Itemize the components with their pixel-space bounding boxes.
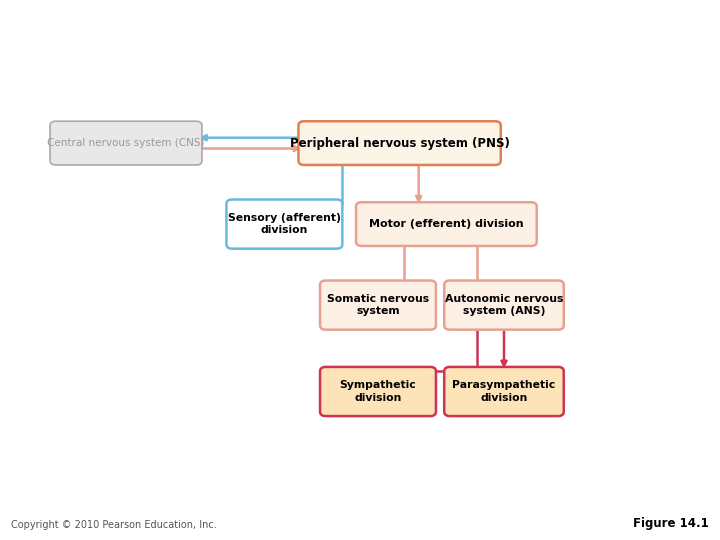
Text: Parasympathetic
division: Parasympathetic division	[452, 380, 556, 403]
Text: Somatic nervous
system: Somatic nervous system	[327, 294, 429, 316]
Text: Autonomic nervous
system (ANS): Autonomic nervous system (ANS)	[445, 294, 563, 316]
Text: Peripheral nervous system (PNS): Peripheral nervous system (PNS)	[289, 137, 510, 150]
FancyBboxPatch shape	[320, 367, 436, 416]
FancyBboxPatch shape	[299, 122, 501, 165]
FancyBboxPatch shape	[444, 367, 564, 416]
Text: Central nervous system (CNS): Central nervous system (CNS)	[48, 138, 204, 148]
FancyBboxPatch shape	[320, 280, 436, 329]
FancyBboxPatch shape	[50, 122, 202, 165]
Text: Sympathetic
division: Sympathetic division	[340, 380, 416, 403]
Text: Figure 14.1: Figure 14.1	[634, 517, 709, 530]
FancyBboxPatch shape	[226, 200, 343, 248]
FancyBboxPatch shape	[444, 280, 564, 329]
Text: Copyright © 2010 Pearson Education, Inc.: Copyright © 2010 Pearson Education, Inc.	[11, 520, 217, 530]
FancyBboxPatch shape	[356, 202, 537, 246]
Text: Sensory (afferent)
division: Sensory (afferent) division	[228, 213, 341, 235]
Text: Motor (efferent) division: Motor (efferent) division	[369, 219, 523, 229]
